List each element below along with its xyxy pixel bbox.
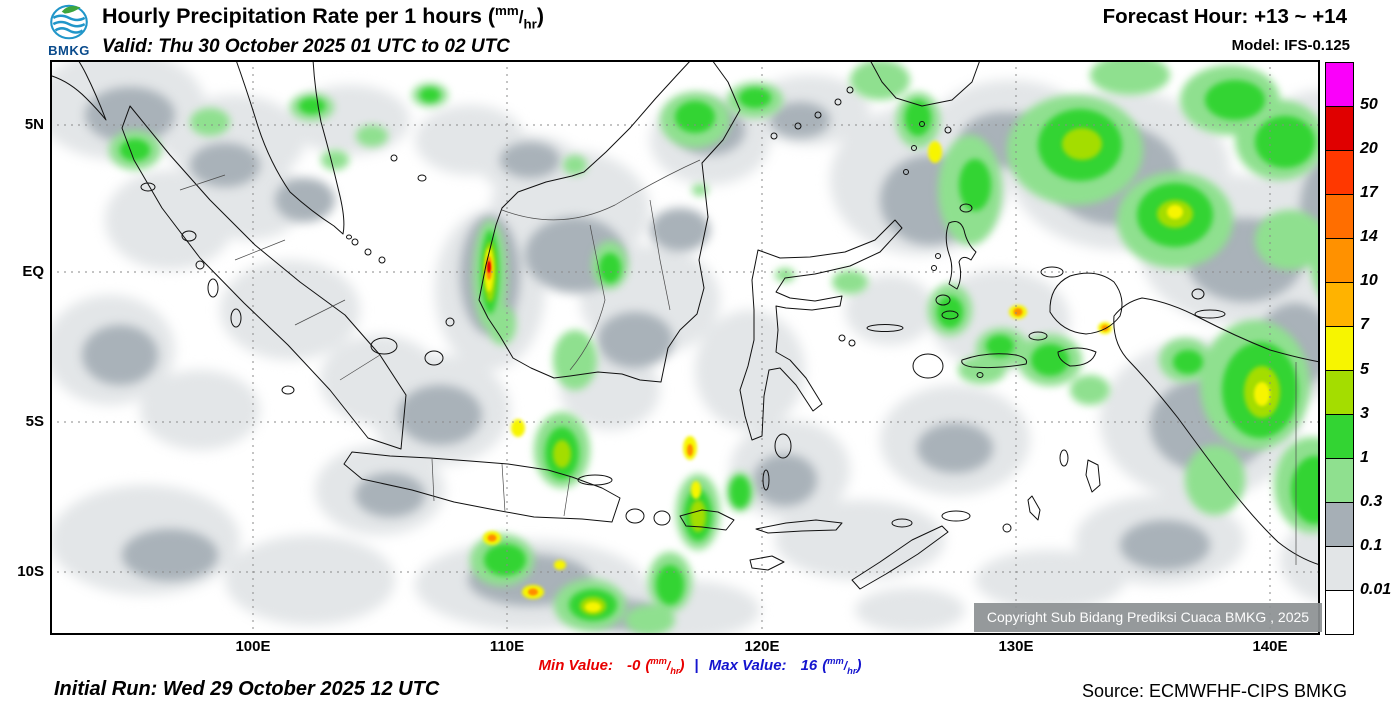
page-title: Hourly Precipitation Rate per 1 hours (m… (102, 3, 544, 31)
legend-value: 17 (1360, 184, 1378, 202)
lat-label: 5N (24, 116, 44, 133)
admin-borders (179, 159, 1297, 565)
legend-color-segment (1326, 283, 1353, 327)
precip-layer-red (487, 261, 491, 273)
legend-value: 14 (1360, 228, 1378, 246)
max-unit: (mm/hr) (822, 656, 862, 676)
min-label: Min Value: (538, 657, 613, 674)
legend-color-segment (1326, 327, 1353, 371)
legend-value: 1 (1360, 448, 1369, 466)
lon-label: 100E (235, 638, 271, 655)
header-title-block: Hourly Precipitation Rate per 1 hours (m… (102, 3, 544, 58)
data-source: Source: ECMWFHF-CIPS BMKG (1081, 681, 1347, 701)
coastlines (51, 60, 1320, 590)
legend-color-segment (1326, 547, 1353, 591)
bmkg-logo-icon (50, 4, 88, 40)
legend-color-segment (1326, 107, 1353, 151)
legend-value: 20 (1360, 140, 1378, 158)
precip-layer-yellowgreen (484, 128, 1280, 615)
legend-color-segment (1326, 459, 1353, 503)
lat-label: 5S (25, 413, 44, 430)
legend-value: 5 (1360, 360, 1369, 378)
min-value-group: Min Value: -0 (mm/hr) (538, 656, 685, 676)
max-label: Max Value: (708, 657, 787, 674)
lat-label: 10S (17, 563, 44, 580)
legend-value: 0.01 (1360, 580, 1392, 598)
legend-color-segment (1326, 591, 1353, 634)
lon-axis: 100E 110E 120E 130E 140E (0, 638, 1400, 660)
legend-color-segment (1326, 503, 1353, 547)
indonesia-precipitation-map (50, 60, 1320, 635)
min-unit: (mm/hr) (645, 656, 685, 676)
minmax-separator: | (694, 657, 699, 674)
lat-axis: 5N EQ 5S 10S (4, 0, 46, 709)
legend-color-segment (1326, 151, 1353, 195)
lon-label: 140E (1252, 638, 1288, 655)
copyright-strip: Copyright Sub Bidang Prediksi Cuaca BMKG… (974, 603, 1322, 632)
legend-value: 3 (1360, 404, 1369, 422)
minmax-line: Min Value: -0 (mm/hr) | Max Value: 16 (mm/hr) (0, 656, 1400, 676)
min-value: -0 (627, 657, 641, 674)
legend-color-segment (1326, 415, 1353, 459)
lon-label: 130E (998, 638, 1034, 655)
legend-value: 7 (1360, 316, 1369, 334)
legend-value: 0.1 (1360, 536, 1383, 554)
precip-layer-yellow (483, 141, 1270, 612)
title-text: Hourly Precipitation Rate per 1 hours ( (102, 4, 496, 29)
lon-label: 110E (489, 638, 525, 655)
precip-legend-labels: 50 20 17 14 10 7 5 3 1 0.3 0.1 0.01 (1360, 62, 1400, 635)
legend-color-segment (1326, 239, 1353, 283)
valid-time: Valid: Thu 30 October 2025 01 UTC to 02 … (102, 36, 510, 58)
title-close-paren: ) (536, 4, 545, 29)
forecast-hour: Forecast Hour: +13 ~ +14 (1102, 5, 1347, 28)
initial-run: Initial Run: Wed 29 October 2025 12 UTC (54, 678, 440, 700)
max-value-group: Max Value: 16 (mm/hr) (708, 656, 862, 676)
bmkg-logo: BMKG (38, 2, 100, 58)
lon-label: 120E (744, 638, 780, 655)
legend-value: 0.3 (1360, 492, 1383, 510)
bmkg-logo-text: BMKG (48, 43, 90, 58)
legend-value: 10 (1360, 272, 1378, 290)
lat-label: EQ (22, 263, 44, 280)
model-name: Model: IFS-0.125 (1231, 37, 1350, 54)
legend-value: 50 (1360, 96, 1378, 114)
max-value: 16 (800, 657, 818, 674)
unit-denominator: hr (523, 16, 537, 32)
unit-slash: / (518, 7, 524, 28)
precip-legend-bar (1325, 62, 1354, 635)
unit-numerator: mm (495, 3, 519, 18)
legend-color-segment (1326, 371, 1353, 415)
legend-color-segment (1326, 195, 1353, 239)
legend-color-segment (1326, 63, 1353, 107)
